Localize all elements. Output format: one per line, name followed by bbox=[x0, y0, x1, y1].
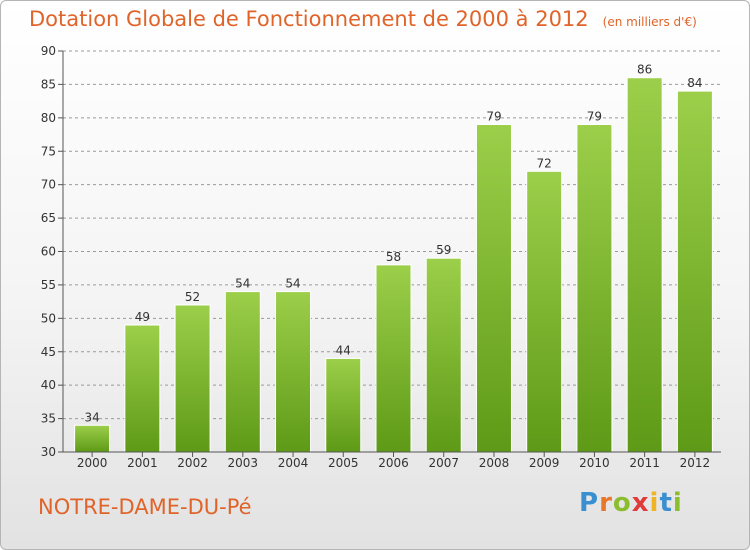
y-tick-label: 85 bbox=[41, 77, 56, 91]
x-tick-label: 2000 bbox=[77, 456, 108, 470]
y-tick-label: 75 bbox=[41, 144, 56, 158]
bar-value-label: 58 bbox=[386, 250, 401, 264]
bar-value-label: 54 bbox=[285, 277, 300, 291]
bar bbox=[626, 77, 663, 453]
bar-value-label: 84 bbox=[687, 76, 702, 90]
proxiti-logo: Proxiti bbox=[579, 488, 683, 518]
chart-title: Dotation Globale de Fonctionnement de 20… bbox=[29, 7, 697, 31]
x-tick-label: 2008 bbox=[479, 456, 510, 470]
bar-value-label: 49 bbox=[135, 310, 150, 324]
bar-value-label: 44 bbox=[336, 343, 351, 357]
y-tick-label: 55 bbox=[41, 278, 56, 292]
bar bbox=[576, 124, 613, 453]
y-tick-label: 70 bbox=[41, 178, 56, 192]
y-tick-label: 30 bbox=[41, 445, 56, 459]
commune-name: NOTRE-DAME-DU-Pé bbox=[38, 495, 252, 519]
logo-letter: o bbox=[612, 488, 632, 518]
bar bbox=[124, 324, 161, 453]
x-tick-label: 2006 bbox=[378, 456, 409, 470]
x-tick-label: 2010 bbox=[579, 456, 610, 470]
bar bbox=[475, 124, 512, 453]
bar bbox=[275, 291, 312, 453]
bar bbox=[325, 357, 362, 453]
bar-value-label: 59 bbox=[436, 243, 451, 257]
logo-letter: t bbox=[659, 488, 673, 518]
x-tick-label: 2009 bbox=[529, 456, 560, 470]
axes: 30 35 40 45 50 55 60 65 70 75 80 85 90 2000 2001 2002 20… bbox=[41, 44, 721, 470]
logo-letter: x bbox=[631, 488, 650, 518]
x-tick-label: 2003 bbox=[228, 456, 259, 470]
bar-value-label: 34 bbox=[84, 410, 99, 424]
logo-letter: r bbox=[599, 488, 613, 518]
y-tick-label: 80 bbox=[41, 111, 56, 125]
x-tick-label: 2001 bbox=[127, 456, 158, 470]
x-tick-label: 2012 bbox=[680, 456, 711, 470]
y-tick-label: 45 bbox=[41, 345, 56, 359]
y-tick-label: 60 bbox=[41, 245, 56, 259]
bar-value-label: 79 bbox=[486, 110, 501, 124]
x-tick-label: 2005 bbox=[328, 456, 359, 470]
logo-letter: P bbox=[579, 488, 600, 518]
bar bbox=[676, 90, 713, 453]
bar bbox=[174, 304, 211, 453]
x-tick-label: 2002 bbox=[177, 456, 208, 470]
x-tick-label: 2007 bbox=[428, 456, 459, 470]
bar bbox=[526, 170, 563, 453]
bar-value-label: 52 bbox=[185, 290, 200, 304]
bar bbox=[425, 257, 462, 453]
y-tick-label: 90 bbox=[41, 44, 56, 58]
logo-letter: i bbox=[672, 488, 683, 518]
y-tick-label: 40 bbox=[41, 378, 56, 392]
title-text: Dotation Globale de Fonctionnement de 20… bbox=[29, 7, 589, 31]
bar-value-label: 79 bbox=[587, 110, 602, 124]
y-tick-label: 50 bbox=[41, 311, 56, 325]
y-tick-label: 65 bbox=[41, 211, 56, 225]
chart-subtitle: (en milliers d'€) bbox=[602, 15, 697, 29]
x-tick-label: 2004 bbox=[278, 456, 309, 470]
bar bbox=[375, 264, 412, 453]
logo-letter: i bbox=[649, 488, 660, 518]
bars: 34 49 52 54 54 44 58 59 79 72 79 86 84 bbox=[74, 63, 713, 453]
bar bbox=[74, 424, 111, 453]
bar bbox=[224, 291, 261, 453]
y-tick-label: 35 bbox=[41, 412, 56, 426]
bar-value-label: 72 bbox=[537, 156, 552, 170]
x-tick-label: 2011 bbox=[629, 456, 660, 470]
bar-value-label: 86 bbox=[637, 63, 652, 77]
bar-value-label: 54 bbox=[235, 277, 250, 291]
